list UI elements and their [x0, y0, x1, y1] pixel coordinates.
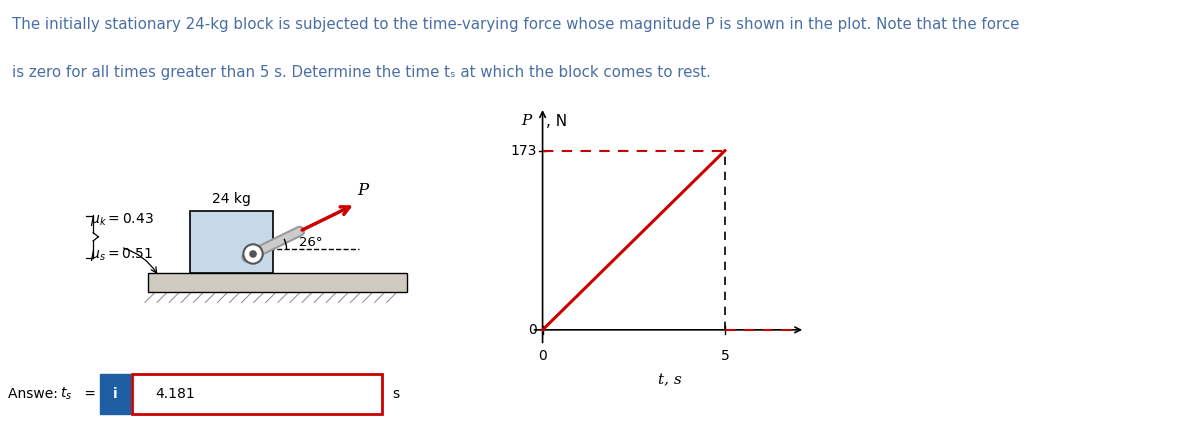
Text: , N: , N [546, 114, 568, 130]
Circle shape [250, 251, 256, 257]
Text: The initially stationary 24-kg block is subjected to the time-varying force whos: The initially stationary 24-kg block is … [12, 17, 1019, 32]
Bar [190, 211, 272, 273]
Text: $t_s$: $t_s$ [60, 386, 72, 402]
Text: $\mu_k = 0.43$: $\mu_k = 0.43$ [90, 211, 154, 228]
Text: $\mu_s = 0.51$: $\mu_s = 0.51$ [90, 246, 152, 263]
Text: t, s: t, s [659, 373, 682, 387]
Text: =: = [80, 387, 96, 401]
Text: 173: 173 [511, 144, 538, 158]
Text: 0: 0 [539, 348, 547, 363]
Text: i: i [113, 387, 118, 401]
Text: P: P [521, 114, 532, 128]
Text: 4.181: 4.181 [155, 387, 194, 401]
Text: P: P [358, 182, 368, 199]
FancyBboxPatch shape [100, 374, 130, 414]
Text: 26°: 26° [299, 235, 323, 249]
Text: Answe:: Answe: [8, 387, 62, 401]
Text: 24 kg: 24 kg [212, 192, 251, 206]
Bar [149, 273, 407, 292]
Text: is zero for all times greater than 5 s. Determine the time tₛ at which the block: is zero for all times greater than 5 s. … [12, 65, 710, 80]
FancyBboxPatch shape [132, 374, 382, 414]
Text: 5: 5 [720, 348, 730, 363]
Text: 0: 0 [528, 323, 538, 337]
Circle shape [244, 244, 263, 264]
Text: s: s [392, 387, 400, 401]
